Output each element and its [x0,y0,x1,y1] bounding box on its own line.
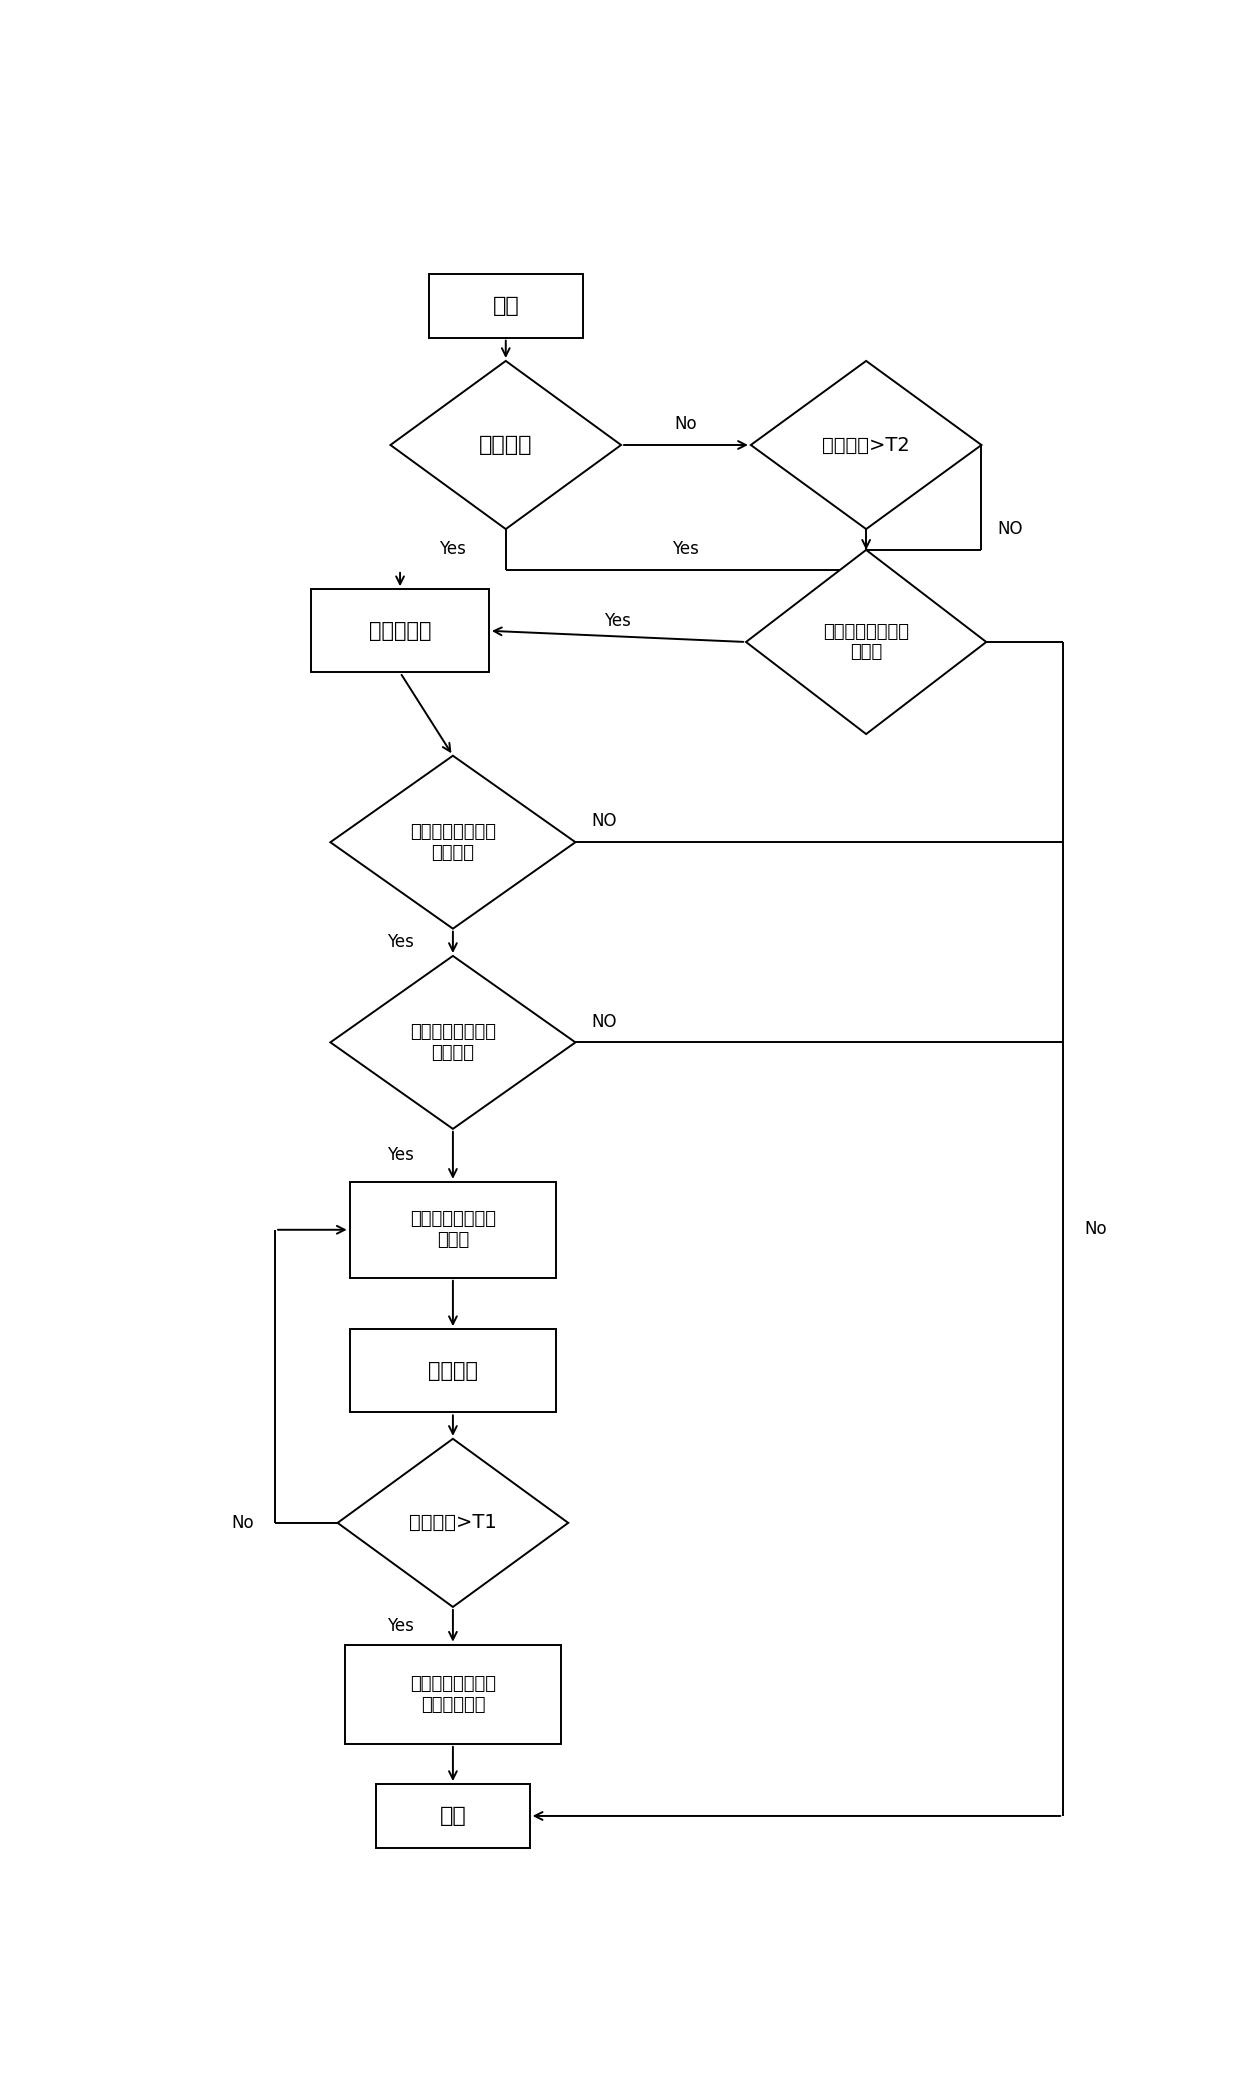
Text: NO: NO [591,1013,618,1030]
Text: NO: NO [591,813,618,830]
Text: 预热时间>T1: 预热时间>T1 [409,1514,497,1533]
Text: 室外环境温度满足
预热条件: 室外环境温度满足 预热条件 [410,824,496,861]
Text: NO: NO [997,520,1023,539]
Polygon shape [330,755,575,928]
Text: 给内机发强制供电
需求码: 给内机发强制供电 需求码 [410,1211,496,1250]
FancyBboxPatch shape [345,1645,560,1743]
Text: Yes: Yes [387,1616,413,1635]
Text: Yes: Yes [604,612,631,630]
FancyBboxPatch shape [311,589,489,672]
Text: Yes: Yes [672,541,699,557]
Text: 预热控制: 预热控制 [428,1360,477,1381]
Text: 室外盘管温度满足
预热条件: 室外盘管温度满足 预热条件 [410,1023,496,1061]
Text: Yes: Yes [439,541,466,560]
Polygon shape [751,362,982,528]
Polygon shape [391,362,621,528]
FancyBboxPatch shape [350,1329,557,1412]
Text: 结束: 结束 [439,1805,466,1826]
Text: No: No [1084,1221,1107,1238]
Text: 待机时间>T2: 待机时间>T2 [822,435,910,456]
FancyBboxPatch shape [376,1785,529,1847]
Polygon shape [746,549,986,734]
Text: No: No [675,416,697,433]
FancyBboxPatch shape [429,275,583,337]
Polygon shape [330,957,575,1129]
Text: 给外机供电: 给外机供电 [368,620,432,641]
Text: Yes: Yes [387,1146,413,1165]
Text: 收到外机的强制供
电需求: 收到外机的强制供 电需求 [823,622,909,661]
Text: Yes: Yes [387,934,413,951]
FancyBboxPatch shape [350,1181,557,1277]
Polygon shape [337,1439,568,1608]
Text: 首次上电: 首次上电 [479,435,532,456]
Text: 开始: 开始 [492,295,520,316]
Text: No: No [232,1514,254,1531]
Text: 取消给内机的强制
供电需求发码: 取消给内机的强制 供电需求发码 [410,1674,496,1714]
